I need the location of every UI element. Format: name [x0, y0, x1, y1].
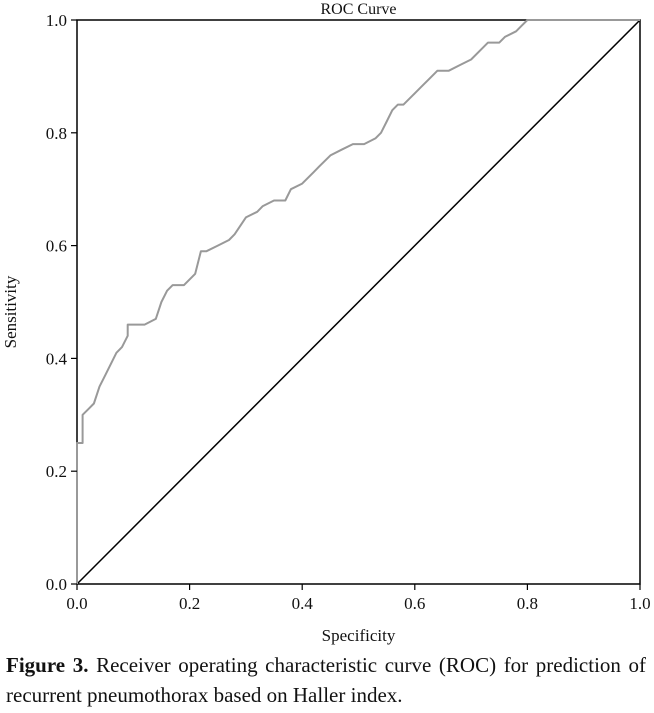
plot-frame — [76, 19, 641, 585]
figure-caption: Figure 3. Receiver operating characteris… — [6, 650, 646, 710]
reference-line — [76, 19, 641, 585]
y-axis-label: Sensitivity — [1, 275, 20, 348]
chart-title: ROC Curve — [321, 1, 397, 18]
x-tick-label: 0.0 — [66, 594, 87, 613]
y-tick-label: 0.2 — [46, 462, 67, 481]
roc-curve-line — [76, 19, 640, 584]
y-tick-label: 0.6 — [46, 237, 67, 256]
y-tick-label: 0.0 — [46, 575, 67, 594]
x-tick-label: 0.8 — [517, 594, 538, 613]
y-tick-label: 0.8 — [46, 124, 67, 143]
figure-label: Figure 3. — [6, 653, 89, 677]
x-tick-label: 0.4 — [292, 594, 314, 613]
y-tick-label: 1.0 — [46, 11, 67, 30]
figure-caption-text: Receiver operating characteristic curve … — [6, 653, 647, 707]
x-tick-label: 1.0 — [629, 594, 650, 613]
x-tick-label: 0.2 — [179, 594, 200, 613]
x-tick-label: 0.6 — [404, 594, 425, 613]
y-tick-label: 0.4 — [46, 349, 68, 368]
x-axis-label: Specificity — [322, 626, 396, 645]
roc-chart: ROC Curve 0.0 0.2 0.4 0.6 0.8 1.0 0.0 0.2 0.4 0.6 0… — [1, 1, 651, 645]
